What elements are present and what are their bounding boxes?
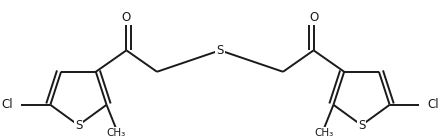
Text: S: S — [216, 44, 224, 57]
Text: CH₃: CH₃ — [315, 128, 334, 138]
Text: CH₃: CH₃ — [106, 128, 125, 138]
Text: Cl: Cl — [1, 98, 13, 111]
Text: S: S — [358, 119, 365, 132]
Text: O: O — [122, 11, 131, 24]
Text: Cl: Cl — [427, 98, 439, 111]
Text: O: O — [309, 11, 318, 24]
Text: S: S — [75, 119, 82, 132]
